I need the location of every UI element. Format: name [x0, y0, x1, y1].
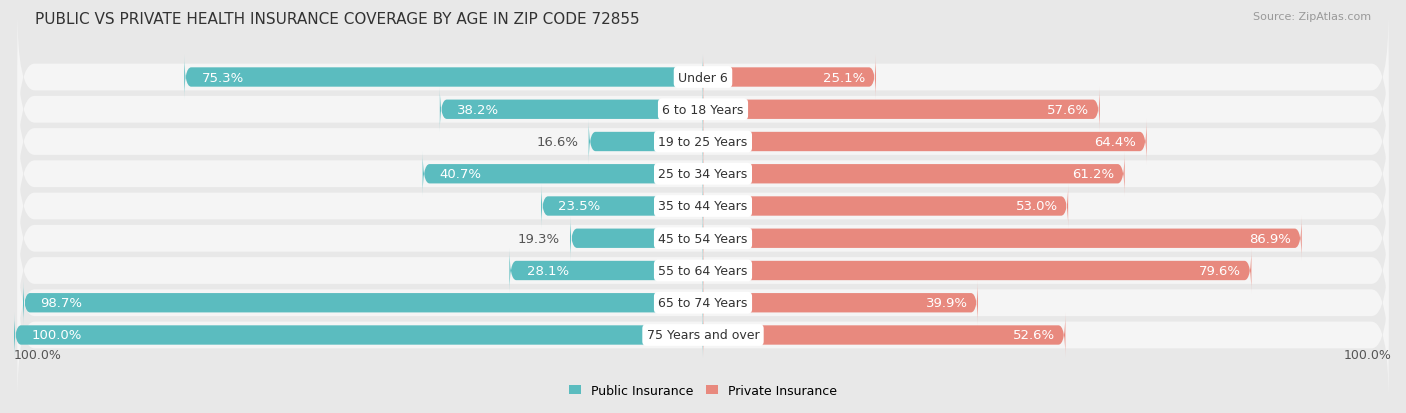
FancyBboxPatch shape	[17, 236, 1389, 370]
FancyBboxPatch shape	[17, 268, 1389, 402]
Text: 19 to 25 Years: 19 to 25 Years	[658, 136, 748, 149]
Text: 39.9%: 39.9%	[925, 297, 967, 309]
FancyBboxPatch shape	[703, 152, 1125, 197]
FancyBboxPatch shape	[440, 88, 703, 133]
Text: 38.2%: 38.2%	[457, 104, 499, 116]
FancyBboxPatch shape	[423, 152, 703, 197]
Text: 6 to 18 Years: 6 to 18 Years	[662, 104, 744, 116]
Text: 65 to 74 Years: 65 to 74 Years	[658, 297, 748, 309]
FancyBboxPatch shape	[509, 248, 703, 293]
FancyBboxPatch shape	[703, 120, 1147, 165]
Text: 40.7%: 40.7%	[440, 168, 482, 181]
FancyBboxPatch shape	[184, 55, 703, 100]
Text: 98.7%: 98.7%	[41, 297, 82, 309]
FancyBboxPatch shape	[17, 75, 1389, 209]
FancyBboxPatch shape	[703, 280, 979, 325]
Text: 75.3%: 75.3%	[201, 71, 243, 84]
Text: 53.0%: 53.0%	[1015, 200, 1057, 213]
FancyBboxPatch shape	[541, 184, 703, 229]
Text: 57.6%: 57.6%	[1047, 104, 1090, 116]
Text: 55 to 64 Years: 55 to 64 Years	[658, 264, 748, 277]
FancyBboxPatch shape	[703, 55, 876, 100]
FancyBboxPatch shape	[703, 216, 1302, 261]
Text: 19.3%: 19.3%	[517, 232, 560, 245]
Text: 23.5%: 23.5%	[558, 200, 600, 213]
Text: 79.6%: 79.6%	[1199, 264, 1241, 277]
Legend: Public Insurance, Private Insurance: Public Insurance, Private Insurance	[564, 379, 842, 402]
Text: 45 to 54 Years: 45 to 54 Years	[658, 232, 748, 245]
FancyBboxPatch shape	[703, 313, 1066, 358]
FancyBboxPatch shape	[14, 313, 703, 358]
FancyBboxPatch shape	[569, 216, 703, 261]
FancyBboxPatch shape	[589, 120, 703, 165]
Text: 86.9%: 86.9%	[1250, 232, 1291, 245]
FancyBboxPatch shape	[17, 204, 1389, 338]
Text: 61.2%: 61.2%	[1073, 168, 1115, 181]
FancyBboxPatch shape	[703, 184, 1069, 229]
Text: 100.0%: 100.0%	[1344, 349, 1392, 362]
Text: Under 6: Under 6	[678, 71, 728, 84]
Text: Source: ZipAtlas.com: Source: ZipAtlas.com	[1253, 12, 1371, 22]
Text: 16.6%: 16.6%	[536, 136, 578, 149]
Text: 100.0%: 100.0%	[14, 349, 62, 362]
Text: 28.1%: 28.1%	[527, 264, 569, 277]
Text: 25.1%: 25.1%	[824, 71, 866, 84]
Text: 52.6%: 52.6%	[1012, 329, 1054, 342]
FancyBboxPatch shape	[22, 280, 703, 325]
Text: 100.0%: 100.0%	[31, 329, 82, 342]
FancyBboxPatch shape	[17, 11, 1389, 145]
Text: PUBLIC VS PRIVATE HEALTH INSURANCE COVERAGE BY AGE IN ZIP CODE 72855: PUBLIC VS PRIVATE HEALTH INSURANCE COVER…	[35, 12, 640, 27]
FancyBboxPatch shape	[17, 171, 1389, 306]
FancyBboxPatch shape	[703, 248, 1251, 293]
Text: 75 Years and over: 75 Years and over	[647, 329, 759, 342]
Text: 64.4%: 64.4%	[1094, 136, 1136, 149]
Text: 35 to 44 Years: 35 to 44 Years	[658, 200, 748, 213]
FancyBboxPatch shape	[703, 88, 1099, 133]
FancyBboxPatch shape	[17, 107, 1389, 242]
Text: 25 to 34 Years: 25 to 34 Years	[658, 168, 748, 181]
FancyBboxPatch shape	[17, 140, 1389, 273]
FancyBboxPatch shape	[17, 43, 1389, 177]
